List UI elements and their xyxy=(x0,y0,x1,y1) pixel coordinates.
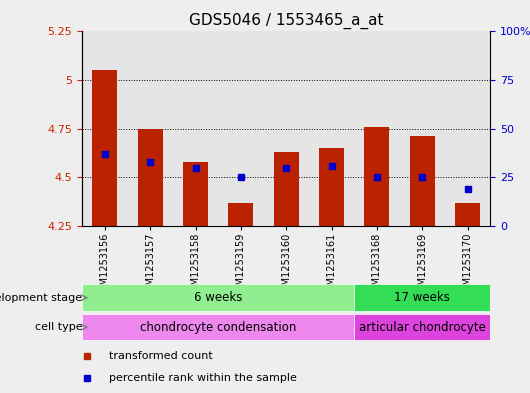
Text: articular chondrocyte: articular chondrocyte xyxy=(359,321,485,334)
Title: GDS5046 / 1553465_a_at: GDS5046 / 1553465_a_at xyxy=(189,13,383,29)
Bar xyxy=(319,148,344,226)
Bar xyxy=(82,285,354,311)
Bar xyxy=(455,203,480,226)
Bar xyxy=(138,129,163,226)
Bar xyxy=(173,31,218,226)
Bar xyxy=(309,31,354,226)
Bar xyxy=(354,31,400,226)
Text: chondrocyte condensation: chondrocyte condensation xyxy=(140,321,296,334)
Text: percentile rank within the sample: percentile rank within the sample xyxy=(109,373,296,383)
Bar xyxy=(400,31,445,226)
Bar xyxy=(82,31,128,226)
Text: 6 weeks: 6 weeks xyxy=(194,291,242,304)
Bar xyxy=(218,31,263,226)
Bar xyxy=(263,31,309,226)
Bar xyxy=(82,314,354,340)
Bar xyxy=(92,70,117,226)
Bar xyxy=(354,314,490,340)
Bar xyxy=(410,136,435,226)
Text: development stage: development stage xyxy=(0,293,82,303)
Bar xyxy=(128,31,173,226)
Bar xyxy=(183,162,208,226)
Text: 17 weeks: 17 weeks xyxy=(394,291,450,304)
Text: transformed count: transformed count xyxy=(109,351,213,361)
Text: cell type: cell type xyxy=(34,322,82,332)
Bar xyxy=(228,203,253,226)
Bar xyxy=(354,285,490,311)
Bar xyxy=(445,31,490,226)
Bar xyxy=(365,127,390,226)
Bar xyxy=(273,152,299,226)
